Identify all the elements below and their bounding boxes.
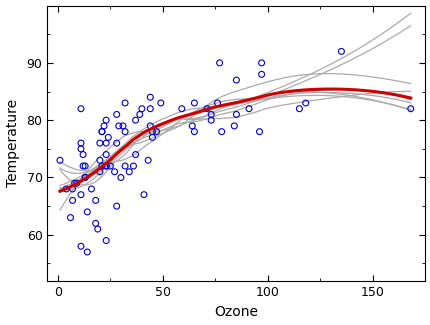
Point [98, 129, 105, 134]
Point [190, 100, 197, 106]
Point [100, 123, 107, 128]
Point [63, 186, 70, 191]
Point [98, 129, 105, 134]
Point [140, 192, 147, 197]
Point [77, 106, 84, 111]
Point [111, 169, 118, 174]
Point [119, 123, 126, 128]
Point [77, 140, 84, 146]
Point [69, 186, 76, 191]
Point [301, 100, 308, 106]
Point [149, 129, 156, 134]
Point [149, 135, 156, 140]
Point [102, 118, 109, 123]
Point [82, 175, 89, 180]
Point [88, 186, 95, 191]
Point [77, 192, 84, 197]
Point [121, 163, 128, 169]
Point [295, 106, 302, 111]
Point [83, 209, 90, 215]
Point [406, 106, 413, 111]
Point [144, 158, 151, 163]
Point [130, 163, 137, 169]
Y-axis label: Temperature: Temperature [6, 99, 19, 187]
Point [157, 100, 164, 106]
Point [230, 123, 237, 128]
Point [232, 112, 239, 117]
Point [73, 181, 80, 186]
Point [153, 129, 160, 134]
Point [115, 123, 122, 128]
Point [147, 95, 154, 100]
Point [92, 221, 99, 226]
Point [102, 163, 109, 169]
Point [207, 112, 214, 117]
Point [98, 163, 105, 169]
Point [102, 238, 109, 243]
Point [203, 106, 210, 111]
Point [113, 203, 120, 209]
Point [82, 175, 89, 180]
Point [232, 77, 239, 83]
Point [77, 244, 84, 249]
Point [104, 135, 111, 140]
Point [83, 249, 90, 254]
Point [255, 129, 262, 134]
Point [92, 198, 99, 203]
Point [96, 169, 103, 174]
Point [132, 152, 139, 157]
Point [218, 129, 224, 134]
Point [94, 227, 101, 232]
X-axis label: Ozone: Ozone [214, 306, 258, 319]
Point [80, 163, 86, 169]
Point [147, 106, 154, 111]
Point [147, 123, 154, 128]
Point [216, 60, 223, 65]
Point [56, 158, 63, 163]
Point [117, 175, 124, 180]
Point [107, 163, 114, 169]
Point [258, 60, 264, 65]
Point [113, 140, 120, 146]
Point [96, 140, 103, 146]
Point [214, 100, 221, 106]
Point [178, 106, 185, 111]
Point [132, 118, 139, 123]
Point [245, 106, 252, 111]
Point [69, 198, 76, 203]
Point [80, 152, 86, 157]
Point [77, 146, 84, 151]
Point [190, 129, 197, 134]
Point [102, 163, 109, 169]
Point [113, 112, 120, 117]
Point [121, 129, 128, 134]
Point [82, 163, 89, 169]
Point [71, 181, 78, 186]
Point [102, 140, 109, 146]
Point [121, 100, 128, 106]
Point [67, 215, 74, 220]
Point [102, 152, 109, 157]
Point [136, 112, 143, 117]
Point [96, 158, 103, 163]
Point [138, 106, 145, 111]
Point [126, 169, 132, 174]
Point [337, 49, 344, 54]
Point [207, 118, 214, 123]
Point [188, 123, 195, 128]
Point [258, 72, 264, 77]
